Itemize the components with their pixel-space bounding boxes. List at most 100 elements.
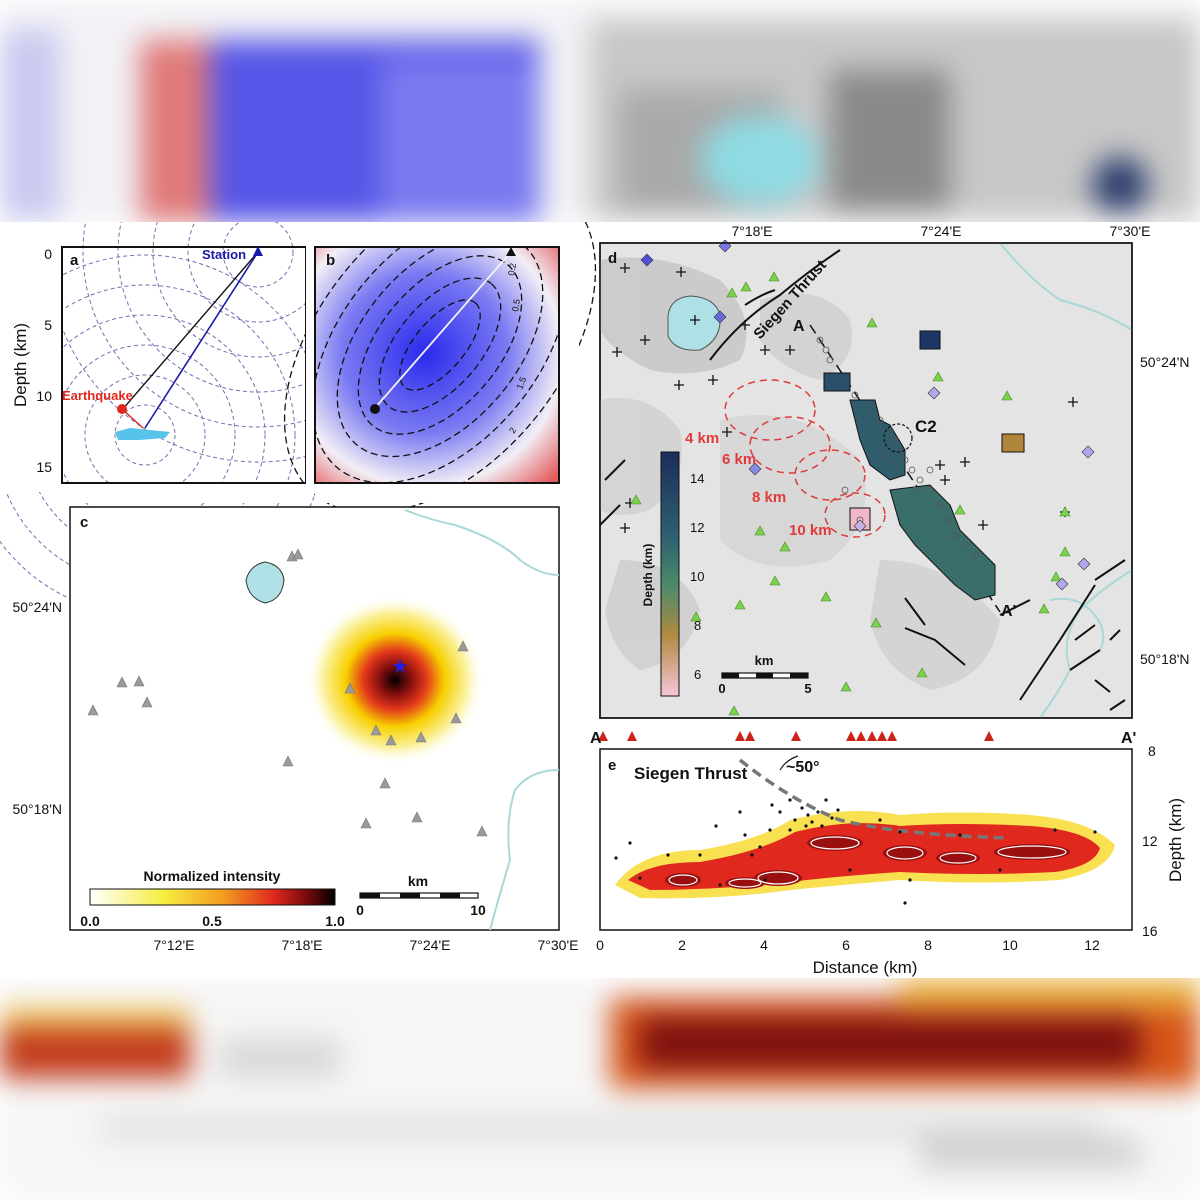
stations xyxy=(87,548,488,837)
hypocenters xyxy=(614,798,1097,905)
scale-tick: 5 xyxy=(804,681,811,696)
panel-c-colorbar: Normalized intensity 0.0 0.5 1.0 xyxy=(80,868,345,929)
colorbar-tick: 0.5 xyxy=(202,913,222,929)
panel-d-colorbar: Depth (km) 14 12 10 8 6 xyxy=(641,451,704,697)
panel-a-y-axis-title: Depth (km) xyxy=(11,323,30,407)
epicenter-star-icon: ★ xyxy=(391,654,409,678)
colorbar-title: Depth (km) xyxy=(641,544,655,607)
panel-d: d Siegen Thrust A A' C2 4 km 6 km 8 km 1… xyxy=(599,223,1190,719)
x-tick: 2 xyxy=(678,937,686,953)
intensity-heatmap xyxy=(305,595,485,765)
y-tick: 16 xyxy=(1142,923,1158,939)
panel-a-y-ticks: 0 5 10 15 xyxy=(36,246,52,475)
station-marker xyxy=(253,246,263,256)
scale-unit: km xyxy=(408,873,428,889)
station-label: Station xyxy=(202,247,246,262)
scale-tick: 0 xyxy=(718,681,725,696)
river xyxy=(489,769,560,931)
y-tick: 5 xyxy=(44,317,52,333)
panel-d-scalebar: km 0 5 xyxy=(718,653,811,696)
panel-e-y-axis-title: Depth (km) xyxy=(1166,798,1185,882)
lon-tick: 7°30'E xyxy=(538,937,579,953)
panel-d-letter: d xyxy=(608,250,617,267)
contour-label: 1.5 xyxy=(514,376,528,391)
panel-e-letter: e xyxy=(608,757,616,774)
panel-e: e A A' Siegen Thrust ~50° 0 2 4 6 8 10 1… xyxy=(590,730,1185,977)
faults xyxy=(599,249,1126,711)
x-tick: 8 xyxy=(924,937,932,953)
profile-end-label: A' xyxy=(1121,730,1136,747)
x-tick: 6 xyxy=(842,937,850,953)
depth-ring-label: 10 km xyxy=(789,522,832,539)
panel-a: a Station Earthquake 0 5 10 15 Depth (km… xyxy=(0,222,469,616)
colorbar-tick: 12 xyxy=(690,520,704,535)
aftershock-patch xyxy=(115,428,170,440)
depth-ring-label: 8 km xyxy=(752,489,786,506)
depth-rings xyxy=(724,379,886,538)
panel-c-scalebar: km 0 10 xyxy=(356,873,486,918)
colorbar-tick: 1.0 xyxy=(325,913,345,929)
lon-tick: 7°18'E xyxy=(732,223,773,239)
figure: a Station Earthquake 0 5 10 15 Depth (km… xyxy=(0,222,1190,977)
fault-label: Siegen Thrust xyxy=(634,764,748,783)
y-tick: 8 xyxy=(1148,743,1156,759)
cluster-cells xyxy=(823,330,1025,601)
contour-label: 0.5 xyxy=(510,298,522,312)
river xyxy=(999,242,1133,331)
profile-start-label: A xyxy=(590,730,602,747)
blurred-top-band xyxy=(0,0,1200,222)
colorbar-tick: 6 xyxy=(694,667,701,682)
panel-c-letter: c xyxy=(80,514,88,531)
colorbar-title: Normalized intensity xyxy=(144,868,281,884)
panel-c: ★ c 50°24'N 50°18'N 7°12'E 7°18'E 7°24'E… xyxy=(12,506,579,953)
colorbar-tick: 8 xyxy=(694,618,701,633)
x-tick: 4 xyxy=(760,937,768,953)
intensity-core xyxy=(628,823,1100,890)
lat-tick: 50°18'N xyxy=(1140,651,1190,667)
panel-e-x-ticks: 0 2 4 6 8 10 12 xyxy=(596,937,1100,953)
panel-e-y-ticks: 8 12 16 xyxy=(1142,743,1158,939)
contour-label: 0.2 xyxy=(506,262,518,276)
lat-tick: 50°18'N xyxy=(12,801,62,817)
depth-ring-label: 6 km xyxy=(722,451,756,468)
x-tick: 10 xyxy=(1002,937,1018,953)
lake xyxy=(245,561,285,604)
station-markers xyxy=(598,731,994,741)
contour-label: 2 xyxy=(507,426,518,435)
blurred-bottom-band xyxy=(0,978,1200,1200)
depth-ring-label: 4 km xyxy=(685,430,719,447)
x-tick: 12 xyxy=(1084,937,1100,953)
river xyxy=(1039,569,1133,719)
y-tick: 12 xyxy=(1142,833,1158,849)
dip-label: ~50° xyxy=(786,759,820,776)
fault-trace xyxy=(738,758,1011,840)
lon-tick: 7°30'E xyxy=(1110,223,1151,239)
lon-tick: 7°18'E xyxy=(282,937,323,953)
panel-b-letter: b xyxy=(326,252,335,269)
river xyxy=(404,509,560,576)
crosses xyxy=(612,263,1078,533)
lat-tick: 50°24'N xyxy=(12,599,62,615)
colorbar-tick: 0.0 xyxy=(80,913,100,929)
lon-tick: 7°12'E xyxy=(154,937,195,953)
scale-tick: 10 xyxy=(470,902,486,918)
earthquake-label: Earthquake xyxy=(62,388,133,403)
scale-tick: 0 xyxy=(356,902,364,918)
profile-end-label: A' xyxy=(1001,603,1016,620)
lat-tick: 50°24'N xyxy=(1140,354,1190,370)
panel-e-x-axis-title: Distance (km) xyxy=(813,958,918,977)
colorbar-tick: 14 xyxy=(690,471,704,486)
lon-tick: 7°24'E xyxy=(921,223,962,239)
panel-b: b 0.2 0.5 1.5 2 xyxy=(283,222,597,514)
panel-a-letter: a xyxy=(70,252,79,269)
x-tick: 0 xyxy=(596,937,604,953)
y-tick: 15 xyxy=(36,459,52,475)
lon-tick: 7°24'E xyxy=(410,937,451,953)
colorbar-tick: 10 xyxy=(690,569,704,584)
green-stations xyxy=(630,271,1071,716)
scale-unit: km xyxy=(755,653,774,668)
profile-start-label: A xyxy=(793,318,805,335)
cluster-label: C2 xyxy=(915,417,937,436)
y-tick: 10 xyxy=(36,388,52,404)
y-tick: 0 xyxy=(44,246,52,262)
